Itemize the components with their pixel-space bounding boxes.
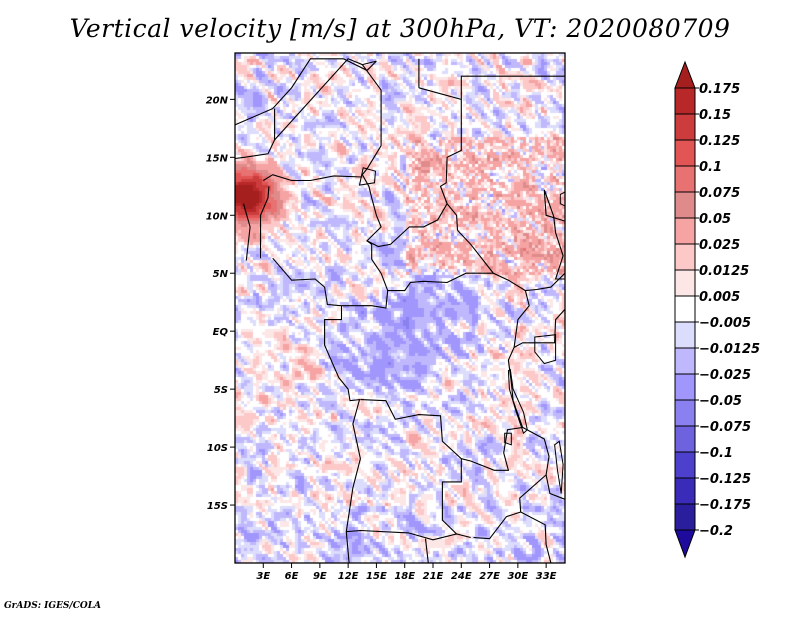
border-line [362,60,377,66]
colorbar-label: −0.05 [699,394,742,409]
colorbar-box [674,503,696,531]
colorbar-box [674,113,696,141]
plot-frame [234,52,566,564]
border-line [274,58,382,199]
colorbar-box [674,399,696,427]
velocity-field [235,53,565,563]
x-tick-label: 21E [423,571,444,582]
colorbar-lower-extension [674,529,696,559]
x-tick-label: 30E [507,571,528,582]
field-container [235,53,565,563]
y-tick-label: 10N [206,211,229,222]
border-line [263,174,363,182]
lake-outline [504,432,512,446]
x-tick-label: 33E [536,571,557,582]
y-tick-label: 5N [213,269,229,280]
border-line [457,229,494,274]
colorbar-label: −0.175 [699,498,751,513]
y-tick-label: 15S [207,501,228,512]
colorbar-box [674,373,696,401]
border-line [234,108,276,160]
chart-title: Vertical velocity [m/s] at 300hPa, VT: 2… [69,14,731,43]
colorbar-label: 0.15 [699,108,731,123]
border-line [343,58,377,72]
lake-outline [358,167,377,186]
border-line [341,240,389,309]
border-line [525,272,566,292]
colorbar-label: 0.1 [699,160,722,175]
colorbar-label: −0.075 [699,420,751,435]
border-line [387,272,530,471]
x-tick-label: 3E [256,571,270,582]
border-line [520,511,552,564]
colorbar-label: 0.025 [699,238,740,253]
colorbar-box [674,87,696,115]
colorbar-box [674,321,696,349]
lake-outline [534,334,557,365]
y-tick-label: 5S [214,385,228,396]
x-tick-label: 15E [366,571,387,582]
colorbar-label: 0.075 [699,186,740,201]
country-borders [234,58,566,564]
border-line [272,257,471,541]
y-axis: 20N 15N 10N 5N EQ 5S 10S 15S [206,95,235,512]
colorbar-box [674,269,696,297]
lake-outline [554,440,564,494]
colorbar-label: 0.005 [699,290,740,305]
border-line [366,197,448,248]
colorbar-box [674,451,696,479]
lake-outline [507,368,528,435]
border-line [360,399,462,535]
colorbar-box [674,243,696,271]
border-line [418,87,462,231]
colorbar-label: 0.0125 [699,264,749,279]
colorbar-box [674,217,696,245]
border-line [543,189,566,280]
colorbar-box [674,139,696,167]
border-line [234,58,344,126]
colorbar-label: −0.125 [699,472,751,487]
colorbar-label: −0.1 [699,446,733,461]
colorbar-label: −0.0125 [699,342,760,357]
colorbar-box [674,477,696,505]
x-tick-label: 6E [285,571,299,582]
colorbar-box [674,191,696,219]
border-line [345,531,350,564]
colorbar-label: −0.025 [699,368,751,383]
y-tick-label: EQ [213,327,229,338]
colorbar-box [674,295,696,323]
y-tick-label: 15N [206,153,229,164]
border-line [242,203,251,261]
x-tick-label: 27E [479,571,500,582]
colorbar: 0.175 0.15 0.125 0.1 0.075 0.05 0.025 0.0125 0.0… [674,60,760,559]
x-axis: 3E 6E 9E 12E 15E 18E 21E 24E 27E 30E 33E [256,563,557,582]
colorbar-box [674,165,696,193]
x-tick-label: 18E [394,571,415,582]
x-tick-label: 24E [451,571,472,582]
border-line [424,538,429,564]
border-line [259,186,270,259]
colorbar-label: −0.2 [699,524,733,539]
border-line [545,474,566,500]
border-line [460,75,565,100]
colorbar-label: −0.005 [699,316,751,331]
border-line [513,308,566,348]
y-tick-label: 10S [207,443,228,454]
colorbar-label: 0.175 [699,82,740,97]
colorbar-label: 0.05 [699,212,731,227]
colorbar-box [674,425,696,453]
x-tick-label: 12E [338,571,359,582]
border-line [473,426,550,540]
colorbar-box [674,347,696,375]
x-tick-label: 9E [313,571,327,582]
colorbar-label: 0.125 [699,134,740,149]
footer-credit: GrADS: IGES/COLA [4,601,102,611]
colorbar-upper-extension [674,60,696,89]
y-tick-label: 20N [206,95,229,106]
